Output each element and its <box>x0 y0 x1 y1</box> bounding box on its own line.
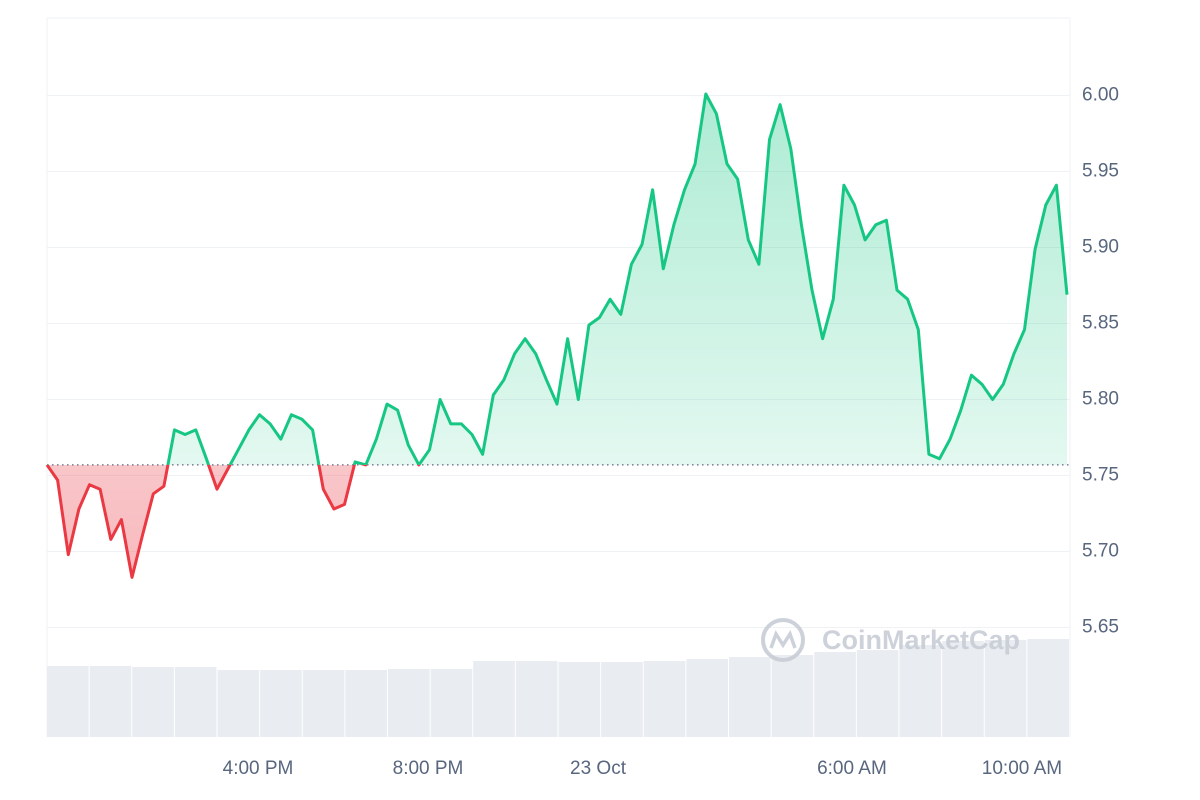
volume-bar <box>473 661 515 737</box>
x-tick-label: 4:00 PM <box>223 758 294 779</box>
volume-bar <box>814 652 856 737</box>
y-tick-label: 5.65 <box>1082 617 1119 638</box>
volume-bar <box>47 666 89 737</box>
volume-bar <box>686 659 728 737</box>
volume-bar <box>515 661 558 737</box>
axis-layer: 5.65 5.70 5.75 5.80 5.85 5.90 5.95 6.00 4:00 PM 8… <box>223 85 1119 779</box>
y-tick-label: 5.70 <box>1082 541 1119 562</box>
price-line-down <box>45 464 421 579</box>
y-tick-label: 5.80 <box>1082 389 1119 410</box>
volume-bar <box>729 657 771 737</box>
plot-layer <box>45 92 1070 579</box>
volume-bar <box>302 670 345 737</box>
volume-bar <box>771 655 814 737</box>
x-tick-label: 10:00 AM <box>982 758 1062 779</box>
watermark-logo-mark <box>769 630 797 649</box>
y-tick-label: 5.90 <box>1082 237 1119 258</box>
watermark: CoinMarketCap <box>761 618 1020 662</box>
volume-bar <box>984 640 1027 737</box>
volume-bar <box>174 667 217 737</box>
x-tick-label: 8:00 PM <box>393 758 464 779</box>
volume-bar <box>1027 639 1069 737</box>
volume-bar <box>132 667 174 737</box>
x-tick-label: 6:00 AM <box>817 758 887 779</box>
volume-bar <box>345 670 387 737</box>
y-tick-label: 5.95 <box>1082 161 1119 182</box>
area-up <box>47 94 1067 465</box>
volume-bar <box>899 645 942 737</box>
volume-layer <box>47 639 1069 737</box>
volume-bar <box>856 650 899 737</box>
volume-bar <box>601 662 643 737</box>
watermark-logo <box>761 618 805 662</box>
volume-bar <box>260 670 302 737</box>
y-tick-label: 5.85 <box>1082 313 1119 334</box>
watermark-text: CoinMarketCap <box>822 625 1020 655</box>
area-down <box>47 464 1067 578</box>
volume-bar <box>388 669 430 737</box>
volume-bar <box>643 661 686 737</box>
y-tick-label: 6.00 <box>1082 85 1119 106</box>
volume-bar <box>89 666 132 737</box>
volume-bar <box>217 670 260 737</box>
volume-bar <box>430 669 473 737</box>
volume-bar <box>558 662 601 737</box>
y-tick-label: 5.75 <box>1082 465 1119 486</box>
volume-bar <box>942 641 984 737</box>
x-tick-label: 23 Oct <box>570 758 627 779</box>
price-line-up <box>46 92 1069 465</box>
